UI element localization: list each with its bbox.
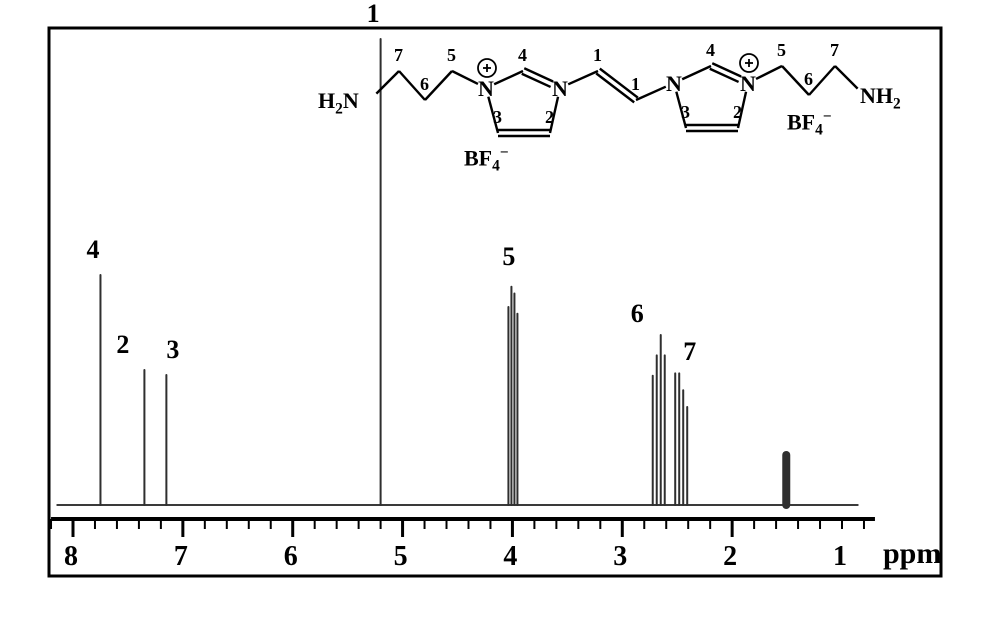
peak-label-6: 6 xyxy=(631,299,644,329)
axis-tick-8: 8 xyxy=(64,541,78,573)
pos-C5L: 5 xyxy=(447,45,456,66)
anion-1: BF4− xyxy=(787,108,832,140)
axis-tick-4: 4 xyxy=(503,541,517,573)
axis-unit: ppm xyxy=(883,537,941,571)
pos-B1a: 1 xyxy=(593,45,602,66)
pos-C6R: 6 xyxy=(804,69,813,90)
anion-0: BF4− xyxy=(464,144,509,176)
atom-NH2L: H2N xyxy=(318,88,359,118)
pos-C6L: 6 xyxy=(420,74,429,95)
axis-tick-6: 6 xyxy=(284,541,298,573)
pos-C7L: 7 xyxy=(394,45,403,66)
peak-label-7: 7 xyxy=(683,337,696,367)
axis-tick-1: 1 xyxy=(833,541,847,573)
pos-C7R: 7 xyxy=(830,40,839,61)
pos-B1b: 1 xyxy=(631,74,640,95)
atom-NR1: N xyxy=(666,71,682,97)
peak-label-3: 3 xyxy=(166,335,179,365)
spectrum-svg xyxy=(0,0,1000,619)
pos-C5R: 5 xyxy=(777,40,786,61)
axis-tick-2: 2 xyxy=(723,541,737,573)
peak-label-5: 5 xyxy=(502,242,515,272)
pos-C3R: 3 xyxy=(681,102,690,123)
atom-NL2: N xyxy=(552,76,568,102)
peak-label-2: 2 xyxy=(116,330,129,360)
pos-C4R: 4 xyxy=(706,40,715,61)
pos-C2R: 2 xyxy=(733,102,742,123)
nmr-figure: { "figure_type": "nmr-spectrum", "dimens… xyxy=(0,0,1000,619)
axis-tick-5: 5 xyxy=(394,541,408,573)
peak-label-1: 1 xyxy=(367,0,380,29)
peak-label-4: 4 xyxy=(86,235,99,265)
pos-C3L: 3 xyxy=(493,107,502,128)
pos-C4L: 4 xyxy=(518,45,527,66)
atom-NH2R: NH2 xyxy=(860,83,901,113)
atom-N1: N xyxy=(478,76,494,102)
atom-NR2: N xyxy=(740,71,756,97)
pos-C2L: 2 xyxy=(545,107,554,128)
axis-tick-7: 7 xyxy=(174,541,188,573)
axis-tick-3: 3 xyxy=(613,541,627,573)
